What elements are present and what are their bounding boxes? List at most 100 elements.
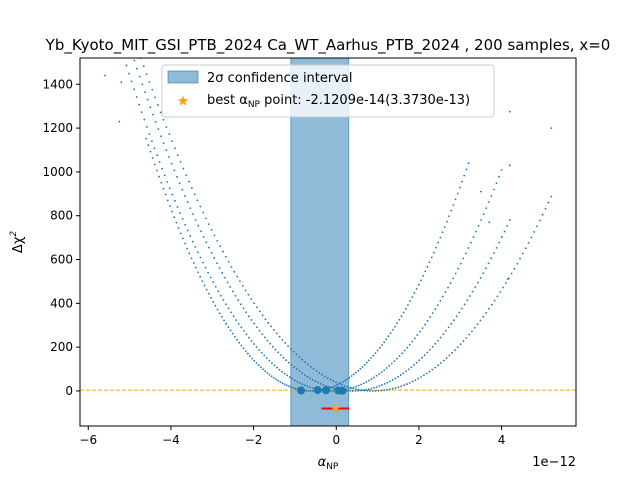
- x-tick-label: 4: [498, 433, 506, 447]
- data-point: [285, 384, 288, 387]
- data-point: [197, 271, 199, 274]
- data-point: [103, 74, 106, 77]
- data-point: [190, 257, 193, 260]
- data-point: [184, 242, 186, 245]
- data-point: [326, 377, 329, 379]
- x-tick-label: −4: [162, 433, 180, 447]
- data-point: [506, 278, 509, 281]
- data-point: [296, 380, 299, 383]
- data-point: [389, 388, 391, 391]
- data-point: [145, 125, 148, 128]
- data-point: [149, 150, 152, 153]
- data-point: [508, 219, 511, 222]
- data-point: [236, 338, 238, 341]
- data-point: [372, 390, 374, 392]
- data-point: [182, 167, 185, 170]
- data-point: [498, 175, 500, 178]
- data-point: [268, 359, 271, 362]
- data-point: [351, 390, 354, 392]
- data-point: [156, 154, 158, 157]
- data-point: [179, 212, 181, 214]
- data-point: [422, 275, 424, 277]
- data-point: [306, 385, 309, 388]
- data-point: [367, 388, 370, 391]
- data-point: [459, 262, 462, 265]
- data-point: [434, 366, 437, 369]
- data-point: [495, 182, 498, 185]
- data-point: [374, 390, 377, 392]
- data-point: [162, 118, 165, 121]
- data-point: [319, 382, 322, 385]
- data-point: [289, 348, 292, 350]
- data-point: [463, 303, 466, 306]
- data-point: [355, 385, 358, 388]
- data-point: [474, 286, 477, 289]
- data-point: [257, 364, 260, 367]
- data-point: [370, 387, 373, 390]
- data-point: [378, 373, 380, 375]
- data-point: [283, 372, 286, 375]
- data-point: [260, 351, 263, 354]
- data-point: [360, 389, 363, 391]
- data-point: [471, 330, 473, 333]
- data-point: [411, 380, 414, 383]
- data-point: [185, 174, 188, 177]
- data-point: [309, 365, 312, 368]
- data-point: [171, 210, 174, 213]
- data-point: [373, 386, 375, 389]
- data-point: [304, 361, 306, 364]
- data-point: [450, 209, 453, 212]
- data-point: [242, 330, 245, 332]
- data-point: [394, 387, 397, 389]
- data-point: [479, 319, 482, 322]
- data-point: [390, 362, 393, 365]
- data-point: [204, 266, 207, 269]
- data-point: [182, 237, 184, 240]
- data-point: [369, 389, 372, 392]
- data-point: [342, 380, 344, 383]
- data-point: [513, 267, 516, 270]
- data-point: [210, 296, 212, 299]
- data-point: [168, 156, 170, 158]
- data-point: [448, 354, 451, 357]
- data-point: [245, 311, 248, 314]
- data-point: [426, 351, 429, 354]
- data-point: [222, 250, 224, 253]
- data-point: [449, 282, 452, 284]
- data-point: [349, 390, 351, 392]
- data-point: [159, 111, 162, 114]
- data-point: [207, 271, 210, 274]
- data-point: [171, 193, 174, 196]
- data-point: [488, 307, 490, 310]
- data-point: [451, 351, 454, 354]
- data-point: [485, 311, 488, 314]
- legend-box: [161, 64, 495, 118]
- data-point: [493, 188, 495, 191]
- data-point: [413, 364, 415, 366]
- data-point: [420, 279, 422, 282]
- data-point: [216, 239, 219, 242]
- data-point: [418, 359, 421, 362]
- data-point: [214, 304, 217, 307]
- data-point: [284, 342, 287, 344]
- data-point: [419, 330, 421, 333]
- data-point: [307, 389, 310, 392]
- data-point: [370, 378, 373, 380]
- data-point: [428, 261, 431, 264]
- data-point: [476, 323, 479, 326]
- data-point: [255, 362, 258, 364]
- data-point: [223, 319, 225, 322]
- data-point: [487, 201, 490, 203]
- data-point: [168, 133, 171, 136]
- data-point: [169, 205, 171, 207]
- data-point: [248, 336, 250, 339]
- data-point: [401, 352, 403, 355]
- data-point: [128, 72, 130, 75]
- data-point: [305, 389, 308, 392]
- data-point: [138, 75, 141, 78]
- data-point: [249, 355, 251, 357]
- data-point: [461, 180, 463, 183]
- data-point: [422, 374, 425, 377]
- data-point: [434, 342, 437, 345]
- data-point: [452, 277, 455, 280]
